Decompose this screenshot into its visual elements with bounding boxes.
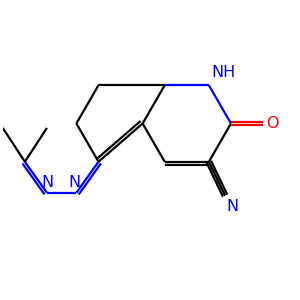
Text: NH: NH bbox=[211, 65, 236, 80]
Text: N: N bbox=[68, 175, 80, 190]
Text: O: O bbox=[266, 116, 279, 131]
Text: N: N bbox=[226, 199, 239, 214]
Text: N: N bbox=[41, 175, 53, 190]
